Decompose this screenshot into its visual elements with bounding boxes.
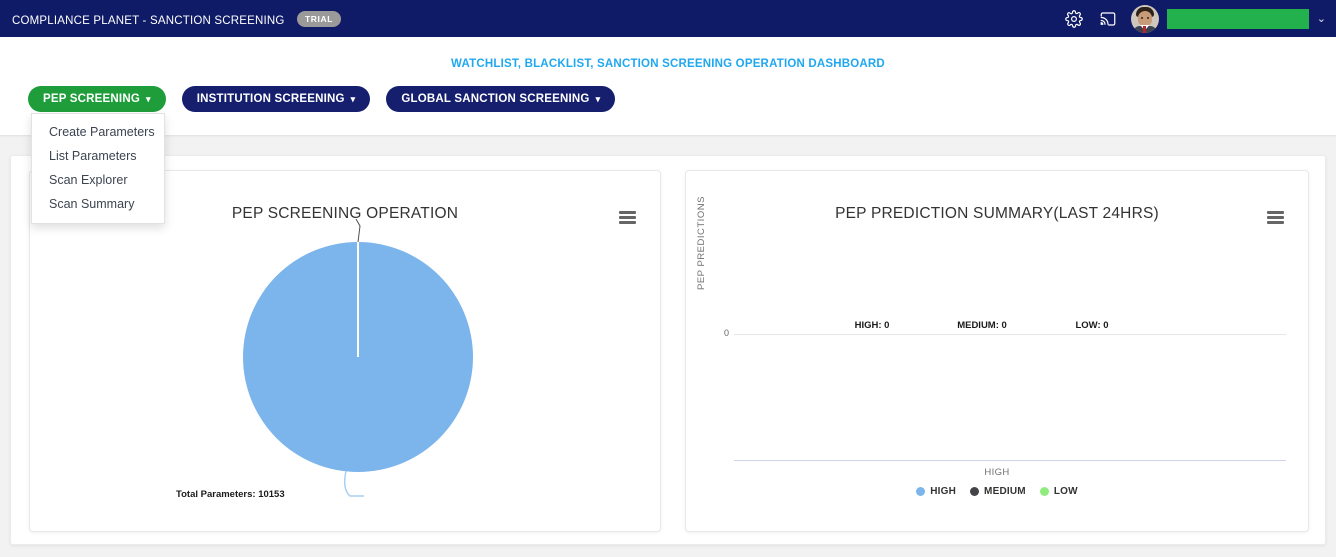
- page-title: WATCHLIST, BLACKLIST, SANCTION SCREENING…: [451, 58, 885, 70]
- chevron-down-icon: ▾: [595, 93, 601, 104]
- pep-prediction-summary-card: PEP PREDICTION SUMMARY(LAST 24HRS) PEP P…: [685, 170, 1309, 532]
- bar-data-label-high: HIGH: 0: [854, 320, 890, 331]
- legend-item-high[interactable]: HIGH: [916, 486, 956, 497]
- x-axis-line: [734, 460, 1286, 461]
- legend-label-medium: MEDIUM: [984, 486, 1026, 497]
- avatar-eye-right: [1146, 16, 1149, 19]
- menu-item-list-parameters[interactable]: List Parameters: [49, 149, 137, 163]
- zero-gridline: [734, 334, 1286, 335]
- legend-label-high: HIGH: [930, 486, 957, 497]
- screening-button-row: PEP SCREENING ▾ INSTITUTION SCREENING ▾ …: [28, 86, 616, 112]
- cast-icon[interactable]: [1091, 2, 1125, 36]
- menu-item-create-parameters[interactable]: Create Parameters: [49, 125, 155, 139]
- top-navbar: COMPLIANCE PLANET - SANCTION SCREENING T…: [0, 0, 1336, 37]
- avatar-tie: [1143, 25, 1147, 33]
- global-sanction-screening-button[interactable]: GLOBAL SANCTION SCREENING ▾: [386, 86, 616, 112]
- legend-dot-medium: [970, 487, 980, 496]
- pie-leader-lines: [343, 218, 364, 497]
- bar-chart-legend: HIGH MEDIUM LOW: [686, 486, 1308, 497]
- bar-data-label-medium: MEDIUM: 0: [957, 320, 1007, 331]
- pep-screening-operation-card: PEP SCREENING OPERATION Scanned Paramete…: [29, 170, 661, 532]
- app-brand: COMPLIANCE PLANET - SANCTION SCREENING T…: [12, 10, 342, 27]
- legend-dot-high: [916, 487, 926, 496]
- institution-screening-label: INSTITUTION SCREENING: [196, 93, 345, 105]
- pep-screening-button[interactable]: PEP SCREENING ▾: [28, 86, 166, 112]
- legend-item-medium[interactable]: MEDIUM: [970, 486, 1026, 497]
- chevron-down-icon: ▾: [350, 93, 356, 104]
- avatar[interactable]: [1130, 4, 1159, 33]
- navbar-right-cluster: ⌄: [1057, 2, 1336, 36]
- user-name-bar[interactable]: [1166, 8, 1309, 29]
- pie-chart-title: PEP SCREENING OPERATION: [231, 205, 459, 222]
- hamburger-menu-icon[interactable]: [619, 211, 636, 224]
- bar-chart: PEP PREDICTIONS 0 HIGH: 0 MEDIUM: 0 LOW:…: [686, 171, 1308, 531]
- pie-label-total-parameters: Total Parameters: 10153: [176, 489, 285, 500]
- hamburger-menu-icon[interactable]: [1267, 211, 1284, 224]
- pep-screening-dropdown-menu: Create Parameters List Parameters Scan E…: [31, 113, 165, 224]
- avatar-eye-left: [1140, 16, 1143, 19]
- menu-item-scan-explorer[interactable]: Scan Explorer: [49, 173, 128, 187]
- pie-chart: Scanned Parameters: 7 Total Parameters: …: [30, 171, 660, 531]
- pep-screening-label: PEP SCREENING: [43, 93, 140, 105]
- avatar-face: [1137, 10, 1152, 26]
- bar-chart-title: PEP PREDICTION SUMMARY(LAST 24HRS): [835, 205, 1159, 222]
- app-title: COMPLIANCE PLANET - SANCTION SCREENING: [12, 14, 285, 27]
- legend-dot-low: [1039, 487, 1049, 496]
- chevron-down-icon[interactable]: ⌄: [1316, 13, 1326, 25]
- trial-badge: TRIAL: [296, 10, 342, 27]
- institution-screening-button[interactable]: INSTITUTION SCREENING ▾: [181, 86, 371, 112]
- y-axis-tick-0: 0: [724, 328, 730, 338]
- dashboard-header-panel: WATCHLIST, BLACKLIST, SANCTION SCREENING…: [0, 37, 1336, 135]
- chevron-down-icon: ▾: [145, 93, 151, 104]
- dashboard-content-card: PEP SCREENING OPERATION Scanned Paramete…: [10, 155, 1326, 545]
- legend-label-low: LOW: [1053, 486, 1078, 497]
- x-axis-label: HIGH: [984, 467, 1010, 478]
- y-axis-label: PEP PREDICTIONS: [696, 196, 707, 290]
- legend-item-low[interactable]: LOW: [1039, 486, 1078, 497]
- menu-item-scan-summary[interactable]: Scan Summary: [49, 197, 135, 211]
- gear-icon[interactable]: [1057, 2, 1091, 36]
- global-sanction-screening-label: GLOBAL SANCTION SCREENING: [401, 93, 590, 105]
- pie-slice-scanned-parameters[interactable]: [357, 242, 359, 357]
- bar-data-label-low: LOW: 0: [1075, 320, 1109, 331]
